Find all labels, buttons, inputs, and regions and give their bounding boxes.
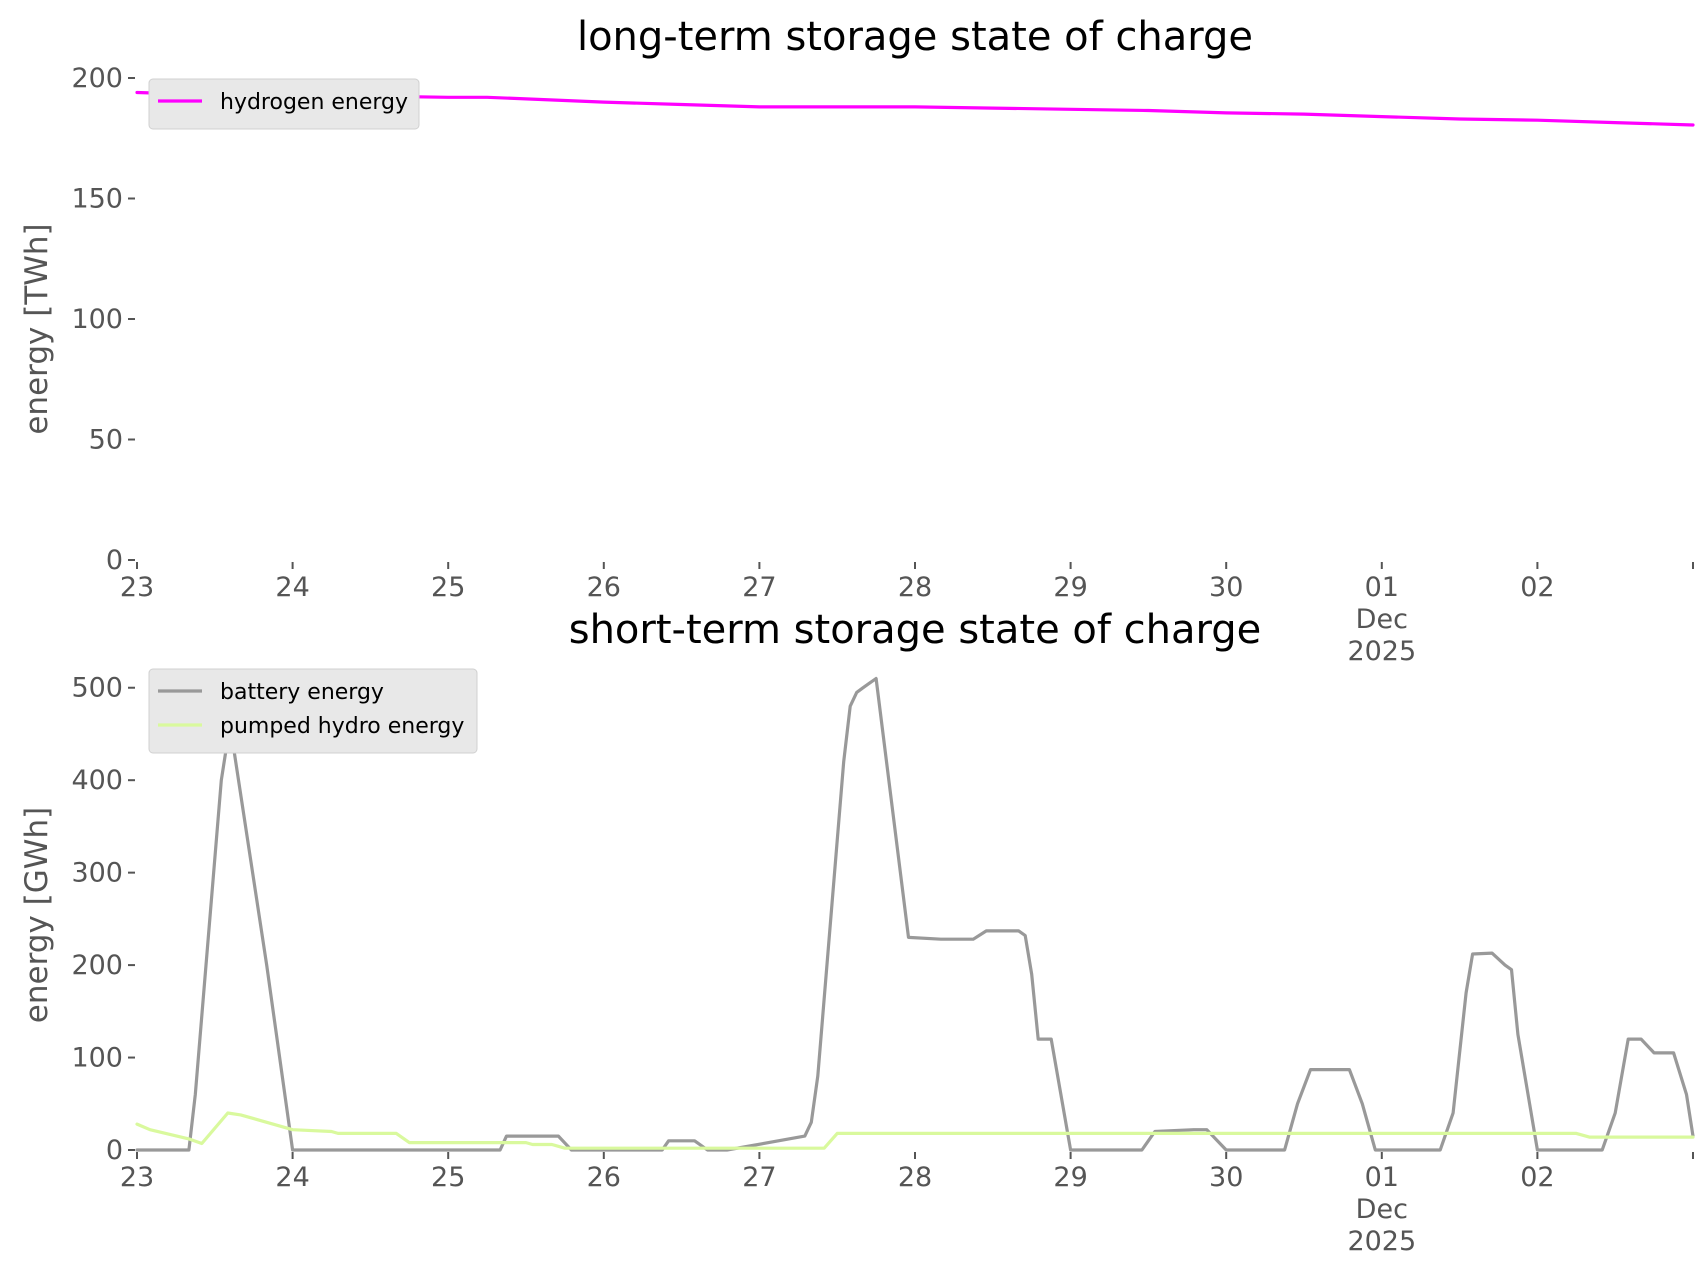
legend: battery energy pumped hydro energy: [148, 668, 478, 754]
x-tick-label: Dec: [1356, 1194, 1408, 1225]
series-line-pumped-hydro-energy: [135, 1111, 1695, 1150]
x-tick-label: 25: [431, 572, 465, 603]
y-tick-label: 400: [71, 765, 123, 796]
y-tick-label: 50: [89, 425, 123, 456]
short-term-storage-panel: short-term storage state of charge energy…: [19, 607, 1695, 1257]
x-tick-label: 28: [898, 1162, 932, 1193]
x-tick-label: 01: [1365, 1162, 1399, 1193]
y-tick-label: 0: [106, 545, 123, 576]
y-tick-label: 100: [71, 1043, 123, 1074]
x-tick-label: 26: [587, 572, 621, 603]
long-term-storage-panel: long-term storage state of charge energy …: [19, 14, 1695, 667]
x-tick-label: 29: [1053, 1162, 1087, 1193]
legend: hydrogen energy: [148, 78, 420, 130]
y-tick-label: 100: [71, 304, 123, 335]
x-tick-label: 28: [898, 572, 932, 603]
x-tick-label: 2025: [1347, 636, 1416, 667]
x-tick-label: 27: [742, 1162, 776, 1193]
legend-box: [148, 668, 478, 754]
series-line-hydrogen-energy: [135, 90, 1695, 127]
x-tick-label: 26: [587, 1162, 621, 1193]
x-tick-label: 02: [1520, 572, 1554, 603]
x-tick-label: 30: [1209, 572, 1243, 603]
y-tick-label: 200: [71, 63, 123, 94]
x-tick-label: 27: [742, 572, 776, 603]
legend-entry: battery energy: [220, 680, 384, 705]
x-tick-label: 24: [275, 1162, 309, 1193]
chart-title: short-term storage state of charge: [569, 607, 1262, 653]
x-tick-label: 23: [120, 1162, 154, 1193]
x-tick-label: 24: [275, 572, 309, 603]
x-tick-label: Dec: [1356, 604, 1408, 635]
y-tick-label: 150: [71, 184, 123, 215]
y-tick-label: 300: [71, 858, 123, 889]
x-tick-label: 30: [1209, 1162, 1243, 1193]
y-axis-label: energy [GWh]: [19, 807, 55, 1023]
legend-entry: pumped hydro energy: [220, 714, 464, 739]
x-tick-label: 29: [1053, 572, 1087, 603]
x-tick-label: 23: [120, 572, 154, 603]
y-tick-label: 0: [106, 1135, 123, 1166]
x-tick-label: 02: [1520, 1162, 1554, 1193]
y-axis-label: energy [TWh]: [19, 223, 55, 434]
y-tick-label: 200: [71, 950, 123, 981]
x-tick-label: 01: [1365, 572, 1399, 603]
series-line-battery-energy: [135, 676, 1695, 1152]
x-tick-label: 2025: [1347, 1226, 1416, 1257]
legend-box: [148, 78, 420, 130]
legend-entry: hydrogen energy: [220, 90, 408, 115]
x-tick-label: 25: [431, 1162, 465, 1193]
chart-title: long-term storage state of charge: [577, 14, 1253, 60]
y-tick-label: 500: [71, 673, 123, 704]
